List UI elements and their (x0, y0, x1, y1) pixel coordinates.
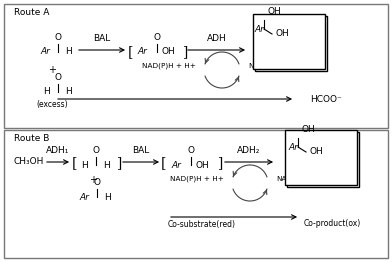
Text: OH: OH (267, 7, 281, 16)
Bar (4, 130, 388, 258)
Text: H: H (103, 161, 110, 170)
Text: NAD(P)H + H+: NAD(P)H + H+ (142, 63, 196, 69)
Text: H: H (81, 161, 88, 170)
Text: OH: OH (301, 125, 315, 134)
Text: Ar: Ar (288, 143, 298, 151)
Text: BAL: BAL (132, 146, 150, 155)
Text: O: O (54, 73, 62, 82)
Text: OH: OH (310, 148, 324, 156)
Bar (255, 16, 327, 71)
Text: Ar: Ar (254, 25, 264, 34)
Text: H: H (104, 193, 111, 201)
Text: (excess): (excess) (36, 101, 68, 110)
Text: Ar: Ar (137, 47, 147, 57)
Text: BAL: BAL (93, 34, 111, 43)
Text: [: [ (128, 45, 133, 59)
Text: O: O (154, 33, 160, 42)
Text: OH: OH (276, 30, 290, 39)
Bar (287, 132, 359, 187)
Text: Ar: Ar (171, 161, 181, 170)
Text: H: H (43, 88, 50, 96)
Text: ADH: ADH (207, 34, 227, 43)
Text: [: [ (72, 156, 77, 170)
Text: Co-product(ox): Co-product(ox) (304, 220, 361, 228)
Text: O: O (94, 178, 100, 187)
Text: Ar: Ar (79, 193, 89, 201)
Text: NAD(P)⁺: NAD(P)⁺ (276, 175, 306, 183)
Text: [: [ (161, 156, 166, 170)
Bar (4, 4, 388, 128)
Text: H: H (65, 47, 72, 57)
Text: Route B: Route B (14, 134, 49, 143)
Text: O: O (93, 146, 100, 155)
Text: Ar: Ar (40, 47, 50, 57)
Text: +: + (48, 65, 56, 75)
Text: CH₃OH: CH₃OH (14, 157, 44, 166)
Text: OH: OH (162, 47, 176, 57)
Text: H: H (65, 88, 72, 96)
Text: ADH₁: ADH₁ (46, 146, 70, 155)
Bar (285, 130, 357, 185)
Text: HCOO⁻: HCOO⁻ (310, 95, 342, 103)
Text: Co-substrate(red): Co-substrate(red) (168, 220, 236, 228)
Text: +: + (89, 175, 97, 185)
Text: Route A: Route A (14, 8, 49, 17)
Bar (253, 14, 325, 69)
Text: ]: ] (218, 156, 223, 170)
Text: O: O (187, 146, 194, 155)
Text: ]: ] (183, 45, 189, 59)
Text: NAD(P)H + H+: NAD(P)H + H+ (170, 176, 224, 182)
Text: NAD(P)⁺: NAD(P)⁺ (248, 62, 278, 70)
Text: OH: OH (196, 161, 210, 170)
Text: ADH₂: ADH₂ (237, 146, 261, 155)
Text: O: O (54, 33, 62, 42)
Text: ]: ] (117, 156, 122, 170)
